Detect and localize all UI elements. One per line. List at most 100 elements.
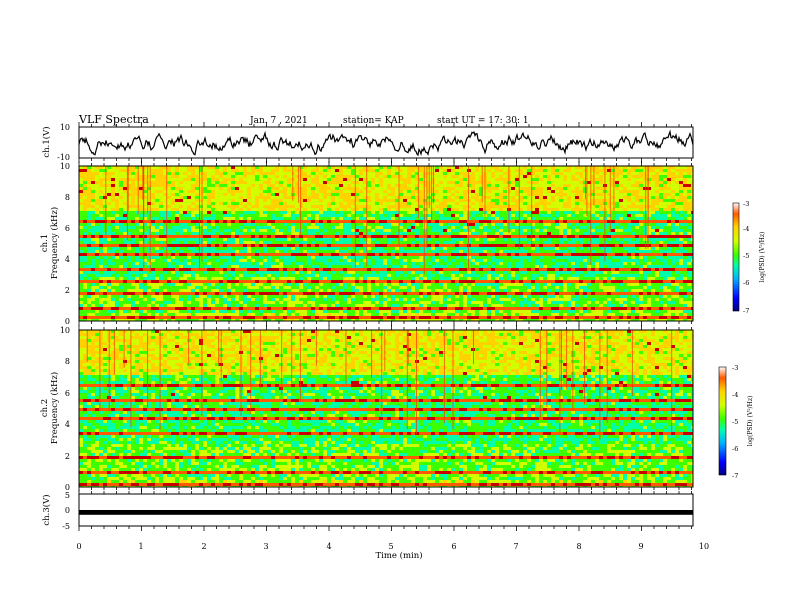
ch1-spectrogram-cell	[611, 223, 615, 226]
ch1-spectrogram-cell	[643, 196, 647, 199]
ch1-spectrogram-cell	[143, 169, 147, 172]
ch1-spectrogram-cell	[103, 226, 107, 229]
ch1-spectrogram-cell	[91, 178, 95, 181]
ch1-spectrogram-cell	[99, 190, 103, 193]
ch1-spectrogram-cell	[119, 193, 123, 196]
ch1-spectrogram-cell	[291, 217, 295, 220]
ch1-spectrogram-cell	[107, 244, 111, 247]
ch1-spectrogram-cell	[291, 220, 295, 223]
ch1-spectrogram-cell	[135, 220, 139, 223]
ch1-spectrogram-cell	[195, 238, 199, 241]
ch1-spectrogram-cell	[627, 244, 631, 247]
ch1-spectrogram-cell	[223, 238, 227, 241]
ch1-spectrogram-cell	[675, 166, 679, 169]
ch1-spectrogram-cell	[183, 193, 187, 196]
ch1-spectrogram-cell	[267, 175, 271, 178]
ch1-spectrogram-cell	[459, 247, 463, 250]
ch1-spectrogram-cell	[655, 235, 659, 238]
ch1-spectrogram-cell	[363, 208, 367, 211]
ch1-spectrogram-cell	[143, 259, 147, 262]
ch1-spectrogram-cell	[687, 175, 691, 178]
ch1-spectrogram-cell	[643, 187, 647, 190]
ch1-spectrogram-cell	[275, 178, 279, 181]
ch1-spectrogram-cell	[363, 226, 367, 229]
ch1-spectrogram-cell	[683, 232, 687, 235]
ch1-spectrogram-cell	[591, 178, 595, 181]
ch1-spectrogram-cell	[471, 196, 475, 199]
ch1-spectrogram-cell	[315, 178, 319, 181]
ch1-spectrogram-cell	[319, 172, 323, 175]
ch1-spectrogram-cell	[523, 172, 527, 175]
ch1-spectrogram-cell	[527, 238, 531, 241]
ch1-spectrogram-cell	[447, 253, 451, 256]
ch1-spectrogram-cell	[335, 187, 339, 190]
ch1-spectrogram-cell	[319, 169, 323, 172]
ch1-spectrogram-cell	[515, 175, 519, 178]
ch1-spectrogram-cell	[447, 256, 451, 259]
ch1-spectrogram-cell	[419, 241, 423, 244]
ch1-spectrogram-cell	[131, 211, 135, 214]
ch1-spectrogram-cell	[543, 178, 547, 181]
ch1-spectrogram-cell	[187, 211, 191, 214]
ch1-spectrogram-cell	[235, 169, 239, 172]
ch1-spectrogram-cell	[143, 253, 147, 256]
ch1-spectrogram-cell	[391, 196, 395, 199]
ch1-ytick-bottom: -10	[57, 153, 70, 162]
ch1-spectrogram-cell	[147, 250, 151, 253]
ch1-spectrogram-cell	[615, 187, 619, 190]
ch1-spectrogram-cell	[331, 181, 335, 184]
ch1-spectrogram-cell	[651, 202, 655, 205]
ch1-spectrogram-cell	[79, 214, 83, 217]
ch1-spectrogram-cell	[515, 172, 519, 175]
ch1-spectrogram-cell	[451, 205, 455, 208]
ch1-spectrogram-cell	[263, 226, 267, 229]
ch1-spectrogram-cell	[279, 247, 283, 250]
ch1-spectrogram-cell	[487, 190, 491, 193]
ch1-spectrogram-cell	[647, 226, 651, 229]
ch1-spectrogram-cell	[295, 196, 299, 199]
ch1-spectrogram-cell	[151, 235, 155, 238]
ch1-spectrogram-cell	[563, 196, 567, 199]
ch1-spectrogram-cell	[491, 181, 495, 184]
ch1-spectrogram-cell	[363, 229, 367, 232]
ch1-spectrogram-cell	[527, 193, 531, 196]
ch1-spectrogram-cell	[355, 214, 359, 217]
ch1-spectrogram-cell	[691, 184, 693, 187]
ch1-spectrogram-cell	[659, 238, 663, 241]
ch1-spectrogram-cell	[167, 178, 171, 181]
ch1-spectrogram-cell	[619, 172, 623, 175]
ch1-spectrogram-cell	[391, 226, 395, 229]
ch1-spectrogram-cell	[679, 178, 683, 181]
ch1-spectrogram-cell	[391, 244, 395, 247]
ch1-spectrogram-cell	[87, 214, 91, 217]
ch1-spectrogram-cell	[355, 199, 359, 202]
ch1-spectrogram-cell	[263, 253, 267, 256]
ch1-spectrogram-cell	[383, 244, 387, 247]
ch1-spectrogram-cell	[523, 247, 527, 250]
ch1-spectrogram-cell	[327, 256, 331, 259]
ch1-spectrogram-cell	[107, 178, 111, 181]
ch1-spectrogram-cell	[655, 208, 659, 211]
ch1-spectrogram-cell	[127, 244, 131, 247]
ch1-spectrogram-cell	[279, 178, 283, 181]
ch1-spectrogram-cell	[179, 169, 183, 172]
ch1-spectrogram-cell	[87, 241, 91, 244]
ch1-spectrogram-cell	[543, 220, 547, 223]
ch1-spectrogram-cell	[123, 193, 127, 196]
ch1-spectrogram-cell	[307, 226, 311, 229]
ch1-spectrogram-cell	[511, 208, 515, 211]
ch1-spectrogram-cell	[287, 229, 291, 232]
ch1-spectrogram-cell	[323, 187, 327, 190]
ch1-spectrogram-cell	[143, 214, 147, 217]
ch1-spectrogram-cell	[451, 238, 455, 241]
ch1-spectrogram-cell	[423, 229, 427, 232]
ch1-spectrogram-cell	[423, 247, 427, 250]
ch1-spectrogram-cell	[479, 166, 483, 169]
ch1-spectrogram-cell	[199, 211, 203, 214]
ch1-spectrogram-cell	[595, 205, 599, 208]
ch1-spectrogram-cell	[547, 232, 551, 235]
ch1-spectrogram-cell	[523, 241, 527, 244]
ch1-spectrogram-cell	[563, 232, 567, 235]
ch1-spectrogram-cell	[95, 229, 99, 232]
ch1-spectrogram-cell	[175, 241, 179, 244]
